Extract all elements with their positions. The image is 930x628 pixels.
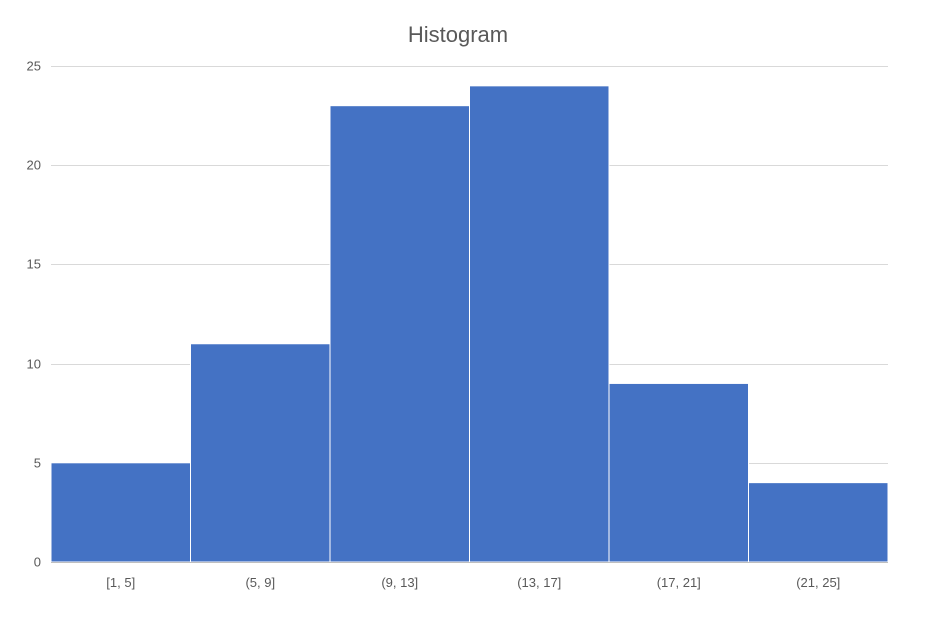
chart-title: Histogram: [407, 22, 509, 47]
y-tick-label: 25: [27, 59, 41, 74]
x-tick-label: (9, 13]: [381, 575, 418, 590]
y-tick-label: 10: [27, 357, 41, 372]
histogram-bar: [50, 462, 191, 563]
y-tick-label: 15: [27, 257, 41, 272]
histogram-bar: [190, 343, 331, 563]
x-tick-labels: [1, 5] (5, 9] (9, 13] (13, 17] (17, 21] (21, …: [106, 575, 840, 590]
x-tick-label: (17, 21]: [657, 575, 701, 590]
x-tick-label: (21, 25]: [796, 575, 840, 590]
histogram-bar: [748, 482, 889, 563]
y-tick-label: 0: [34, 555, 41, 570]
y-tick-label: 5: [34, 456, 41, 471]
histogram-bar: [469, 85, 610, 563]
x-tick-label: (13, 17]: [517, 575, 561, 590]
y-tick-labels: 0 5 10 15 20 25: [27, 59, 41, 570]
x-tick-label: (5, 9]: [245, 575, 275, 590]
x-tick-label: [1, 5]: [106, 575, 135, 590]
y-tick-label: 20: [27, 158, 41, 173]
histogram-bar: [329, 105, 470, 563]
bars: [50, 85, 889, 563]
histogram-bar: [608, 382, 749, 563]
